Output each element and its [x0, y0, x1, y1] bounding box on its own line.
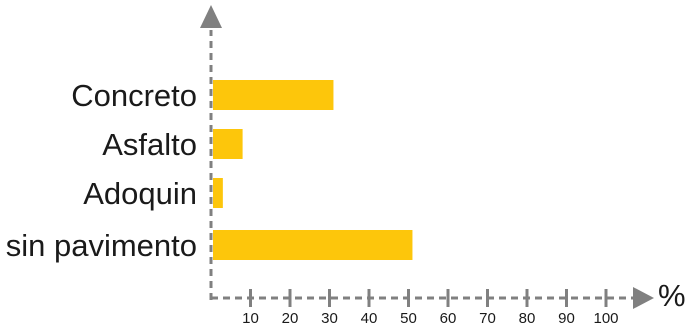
x-axis-ticks: 10 20 30 40 50 60 70 80 90 100	[242, 289, 619, 327]
category-label-sin-pavimento: sin pavimento	[6, 228, 197, 263]
category-label-concreto: Concreto	[71, 78, 197, 113]
bar-asfalto	[213, 129, 243, 159]
x-axis-unit-label: %	[658, 278, 686, 313]
bar-concreto	[213, 80, 334, 110]
x-tick-label-10: 10	[242, 310, 259, 327]
x-tick-label-70: 70	[479, 310, 496, 327]
y-axis-arrowhead	[200, 5, 222, 28]
x-tick-label-30: 30	[321, 310, 338, 327]
category-labels: Concreto Asfalto Adoquin sin pavimento	[6, 78, 197, 263]
bars-group	[213, 80, 413, 260]
x-tick-label-20: 20	[282, 310, 299, 327]
x-tick-label-60: 60	[440, 310, 457, 327]
x-tick-label-40: 40	[361, 310, 378, 327]
x-tick-label-50: 50	[400, 310, 417, 327]
category-label-asfalto: Asfalto	[102, 127, 197, 162]
category-label-adoquin: Adoquin	[83, 176, 197, 211]
x-axis-arrowhead	[633, 287, 654, 309]
x-tick-label-100: 100	[593, 310, 618, 327]
bar-sin-pavimento	[213, 230, 413, 260]
x-tick-label-90: 90	[558, 310, 575, 327]
x-tick-label-80: 80	[519, 310, 536, 327]
bar-adoquin	[213, 178, 223, 208]
